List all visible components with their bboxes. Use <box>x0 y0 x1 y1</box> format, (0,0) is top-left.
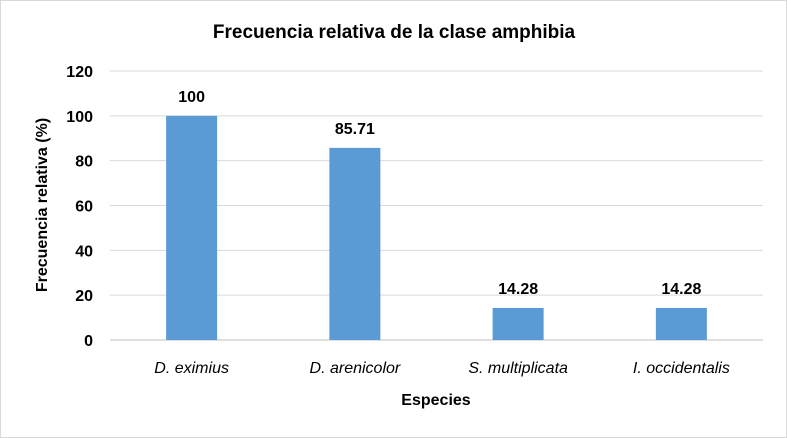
x-tick-label: D. arenicolor <box>310 360 401 377</box>
y-tick-label: 0 <box>84 333 93 350</box>
bar <box>329 147 381 340</box>
bars <box>166 115 707 340</box>
data-label: 14.28 <box>661 281 701 298</box>
data-label: 14.28 <box>498 281 538 298</box>
data-label: 85.71 <box>335 121 375 138</box>
x-axis-label: Especies <box>401 392 470 409</box>
y-tick-labels: 0 20 40 60 80 100 120 <box>66 64 93 350</box>
y-tick-label: 80 <box>75 154 93 171</box>
x-tick-label: D. eximius <box>154 360 229 377</box>
y-axis-label: Frecuencia relativa (%) <box>34 118 51 292</box>
x-tick-label: S. multiplicata <box>468 360 568 377</box>
bar <box>166 115 218 340</box>
bar <box>492 307 544 340</box>
data-label: 100 <box>178 89 205 106</box>
data-labels: 100 85.71 14.28 14.28 <box>178 89 701 298</box>
y-tick-label: 40 <box>75 243 93 260</box>
y-tick-label: 120 <box>66 64 93 81</box>
chart-title: Frecuencia relativa de la clase amphibia <box>213 22 576 43</box>
y-tick-label: 100 <box>66 109 93 126</box>
bar <box>655 307 707 340</box>
y-tick-label: 20 <box>75 288 93 305</box>
x-tick-labels: D. eximius D. arenicolor S. multiplicata I.… <box>154 360 730 377</box>
gridlines <box>110 70 763 341</box>
y-tick-label: 60 <box>75 199 93 216</box>
x-tick-label: I. occidentalis <box>633 360 730 377</box>
